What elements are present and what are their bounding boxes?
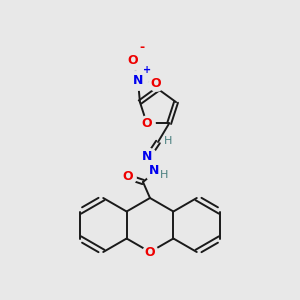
Text: N: N [149, 164, 159, 178]
Text: O: O [145, 245, 155, 259]
Text: O: O [128, 54, 138, 67]
Text: H: H [160, 170, 168, 180]
Text: N: N [133, 74, 143, 87]
Text: -: - [139, 41, 144, 54]
Text: O: O [123, 170, 133, 184]
Text: O: O [142, 117, 152, 130]
Text: O: O [151, 76, 161, 90]
Text: N: N [142, 151, 152, 164]
Text: H: H [164, 136, 172, 146]
Text: +: + [143, 65, 151, 75]
